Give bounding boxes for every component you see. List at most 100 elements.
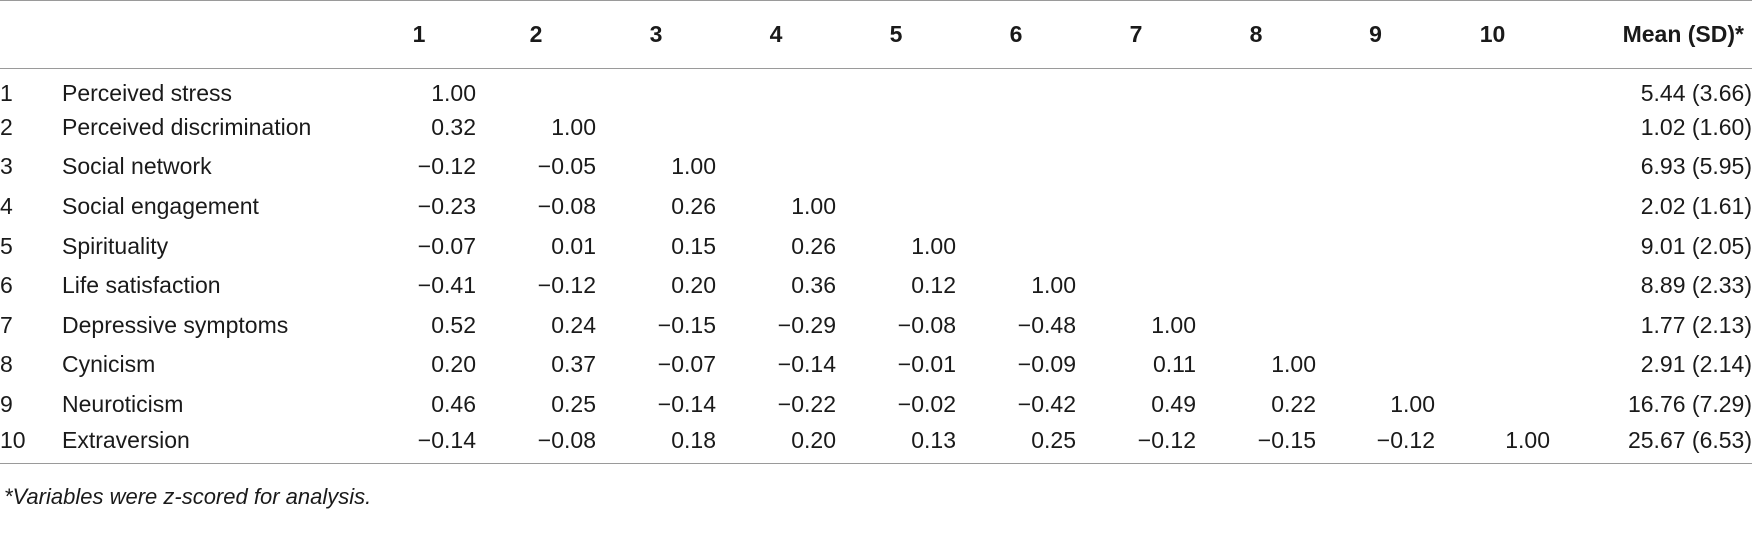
correlation-cell: 0.25 [551,391,596,418]
correlation-cell: 0.24 [551,311,596,338]
correlation-cell [1196,68,1316,108]
correlation-cell [1076,266,1196,306]
correlation-cell [1316,187,1435,227]
correlation-cell: −0.14 [417,426,476,453]
correlation-cell: −0.48 [1017,311,1076,338]
correlation-cell: 0.36 [791,272,836,299]
correlation-cell [596,68,716,108]
correlation-cell [1076,108,1196,148]
mean-sd-cell: 8.89 (2.33) [1640,272,1752,299]
table-body: 1 Perceived stress 1.00 5.44 (3.66) 2 Perceiv… [0,68,1752,464]
correlation-cell [1196,266,1316,306]
correlation-cell: 1.00 [791,193,836,220]
correlation-cell: −0.12 [1137,426,1196,453]
correlation-cell: 0.37 [551,351,596,378]
correlation-cell [1316,226,1435,266]
correlation-cell: 0.01 [551,232,596,259]
correlation-cell: −0.42 [1017,391,1076,418]
correlation-cell: 0.20 [431,351,476,378]
header-variable-blank [62,0,362,68]
correlation-cell [1196,147,1316,187]
correlation-cell: −0.08 [537,193,596,220]
row-index: 6 [0,272,13,299]
column-header: 10 [1479,20,1506,47]
correlation-cell: −0.41 [417,272,476,299]
correlation-cell [956,108,1076,148]
variable-name: Perceived stress [62,80,233,107]
row-index: 5 [0,232,13,259]
correlation-cell [956,68,1076,108]
table-row: 4 Social engagement −0.23 −0.08 0.26 1.00 2.02… [0,187,1752,227]
table-row: 9 Neuroticism 0.46 0.25 −0.14 −0.22 −0.02 −0.42… [0,385,1752,425]
column-header: 3 [649,20,663,47]
correlation-cell [836,108,956,148]
correlation-cell: 1.00 [1390,391,1435,418]
correlation-cell [1076,226,1196,266]
table-footnote: *Variables were z-scored for analysis. [4,484,372,509]
mean-sd-cell: 5.44 (3.66) [1640,80,1752,107]
table-row: 3 Social network −0.12 −0.05 1.00 6.93 (5.95) [0,147,1752,187]
correlation-cell [476,68,596,108]
top-rule [0,0,1752,1]
table-row: 10 Extraversion −0.14 −0.08 0.18 0.20 0.13 0.25… [0,424,1752,464]
correlation-cell: −0.15 [657,311,716,338]
correlation-cell [1435,306,1550,346]
correlation-cell: 0.52 [431,311,476,338]
variable-name: Neuroticism [62,391,184,418]
correlation-cell: 1.00 [1151,311,1196,338]
column-header: 8 [1249,20,1263,47]
correlation-cell [1435,147,1550,187]
row-index: 9 [0,391,13,418]
correlation-cell [1316,108,1435,148]
correlation-cell: −0.15 [1257,426,1316,453]
correlation-cell: −0.23 [417,193,476,220]
row-index: 10 [0,426,26,453]
correlation-cell: 1.00 [1505,426,1550,453]
correlation-cell: 0.18 [671,426,716,453]
variable-name: Perceived discrimination [62,113,312,140]
column-header: 2 [529,20,543,47]
row-index: 4 [0,193,13,220]
correlation-cell [1435,108,1550,148]
column-header: 4 [769,20,783,47]
correlation-cell [956,147,1076,187]
correlation-cell: −0.01 [897,351,956,378]
correlation-cell [1435,226,1550,266]
correlation-cell: 0.13 [911,426,956,453]
correlation-cell [1316,266,1435,306]
column-header-mean-sd: Mean (SD)* [1622,20,1744,47]
column-header: 9 [1369,20,1382,47]
correlation-cell: −0.14 [657,391,716,418]
correlation-cell: 0.20 [671,272,716,299]
correlation-cell: 0.11 [1152,351,1196,378]
correlation-cell: 1.00 [1271,351,1316,378]
correlation-cell [1076,147,1196,187]
mean-sd-cell: 16.76 (7.29) [1627,391,1752,418]
mean-sd-cell: 2.91 (2.14) [1640,351,1752,378]
correlation-cell [1316,68,1435,108]
mean-sd-cell: 6.93 (5.95) [1640,153,1752,180]
mean-sd-cell: 1.77 (2.13) [1640,311,1752,338]
row-index: 3 [0,153,13,180]
correlation-cell: −0.08 [537,426,596,453]
correlation-cell: −0.29 [777,311,836,338]
correlation-cell: −0.22 [777,391,836,418]
correlation-cell: 1.00 [551,113,596,140]
correlation-cell [1196,187,1316,227]
correlation-cell: 0.12 [911,272,956,299]
correlation-cell [1316,306,1435,346]
row-index: 7 [0,311,13,338]
table-row: 7 Depressive symptoms 0.52 0.24 −0.15 −0.29 −0… [0,306,1752,346]
correlation-cell [1435,266,1550,306]
correlation-cell: −0.08 [897,311,956,338]
column-header: 1 [412,20,426,47]
correlation-cell [836,147,956,187]
correlation-cell [1196,306,1316,346]
correlation-cell: 0.26 [671,193,716,220]
correlation-cell [1196,108,1316,148]
correlation-cell [836,187,956,227]
mean-sd-cell: 9.01 (2.05) [1640,232,1752,259]
correlation-cell [716,68,836,108]
column-header: 7 [1129,20,1143,47]
